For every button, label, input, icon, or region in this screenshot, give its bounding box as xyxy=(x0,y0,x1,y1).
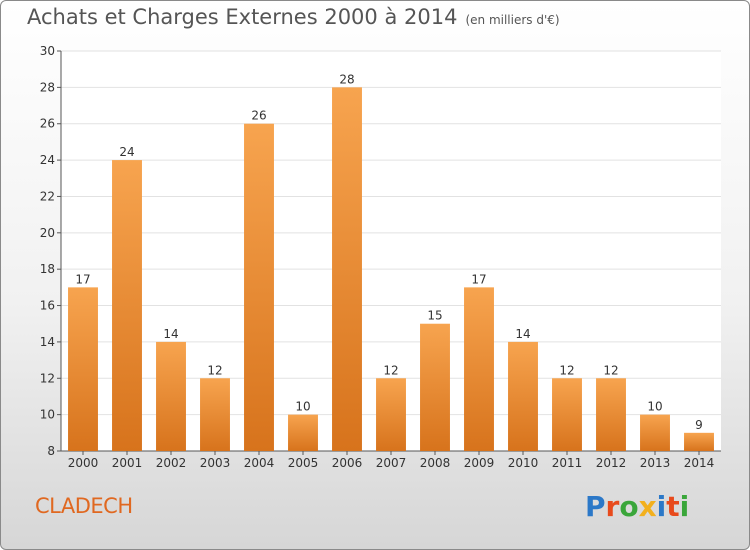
bar-2003 xyxy=(200,378,230,451)
bar-2012 xyxy=(596,378,626,451)
chart-subtitle: (en milliers d'€) xyxy=(465,13,560,27)
bar-2004 xyxy=(244,123,274,452)
bar-2002 xyxy=(156,341,186,451)
x-tick-label-2000: 2000 xyxy=(68,456,99,470)
y-tick-label: 14 xyxy=(40,335,55,349)
x-tick-label-2002: 2002 xyxy=(156,456,187,470)
data-label-2001: 24 xyxy=(119,145,134,159)
bar-2001 xyxy=(112,160,142,451)
y-tick-label: 20 xyxy=(40,226,55,240)
commune-name: CLADECH xyxy=(35,494,133,518)
logo-letter: i xyxy=(656,490,667,523)
x-tick-label-2007: 2007 xyxy=(376,456,407,470)
bar-2006 xyxy=(332,87,362,451)
data-label-2007: 12 xyxy=(383,363,398,377)
data-label-2005: 10 xyxy=(295,400,310,414)
data-label-2010: 14 xyxy=(515,327,530,341)
logo-letter: P xyxy=(585,490,606,523)
x-tick-label-2008: 2008 xyxy=(420,456,451,470)
y-tick-label: 30 xyxy=(40,44,55,58)
logo-letter: r xyxy=(605,490,620,523)
data-label-2009: 17 xyxy=(471,272,486,286)
data-label-2000: 17 xyxy=(75,272,90,286)
data-label-2004: 26 xyxy=(251,109,266,123)
bar-2014 xyxy=(684,432,714,451)
y-tick-label: 22 xyxy=(40,189,55,203)
data-label-2002: 14 xyxy=(163,327,178,341)
y-tick-label: 12 xyxy=(40,371,55,385)
bar-2011 xyxy=(552,378,582,451)
y-tick-label: 26 xyxy=(40,117,55,131)
data-label-2006: 28 xyxy=(339,72,354,86)
x-tick-label-2004: 2004 xyxy=(244,456,275,470)
x-tick-label-2010: 2010 xyxy=(508,456,539,470)
x-tick-label-2003: 2003 xyxy=(200,456,231,470)
bar-2008 xyxy=(420,323,450,451)
data-label-2011: 12 xyxy=(559,363,574,377)
data-label-2014: 9 xyxy=(695,418,703,432)
bar-2000 xyxy=(68,287,98,451)
bar-2010 xyxy=(508,341,538,451)
y-tick-label: 8 xyxy=(47,444,55,458)
x-tick-label-2001: 2001 xyxy=(112,456,143,470)
bar-2013 xyxy=(640,414,670,451)
bar-2005 xyxy=(288,414,318,451)
data-label-2003: 12 xyxy=(207,363,222,377)
y-tick-label: 10 xyxy=(40,408,55,422)
y-tick-label: 24 xyxy=(40,153,55,167)
bar-2007 xyxy=(376,378,406,451)
y-tick-label: 18 xyxy=(40,262,55,276)
logo-letter: i xyxy=(679,490,690,523)
x-tick-label-2011: 2011 xyxy=(552,456,583,470)
data-label-2013: 10 xyxy=(647,400,662,414)
data-label-2008: 15 xyxy=(427,309,442,323)
proxiti-logo: Proxiti xyxy=(585,490,689,523)
x-tick-label-2014: 2014 xyxy=(684,456,715,470)
bar-2009 xyxy=(464,287,494,451)
logo-letter: o xyxy=(619,490,639,523)
x-tick-label-2012: 2012 xyxy=(596,456,627,470)
data-label-2012: 12 xyxy=(603,363,618,377)
x-tick-label-2013: 2013 xyxy=(640,456,671,470)
logo-letter: x xyxy=(638,490,657,523)
logo-letter: t xyxy=(666,490,680,523)
chart-title: Achats et Charges Externes 2000 à 2014 (e… xyxy=(27,5,560,29)
x-tick-label-2005: 2005 xyxy=(288,456,319,470)
x-tick-label-2006: 2006 xyxy=(332,456,363,470)
chart-title-text: Achats et Charges Externes 2000 à 2014 xyxy=(27,5,458,29)
x-tick-label-2009: 2009 xyxy=(464,456,495,470)
y-tick-label: 28 xyxy=(40,80,55,94)
y-tick-label: 16 xyxy=(40,299,55,313)
